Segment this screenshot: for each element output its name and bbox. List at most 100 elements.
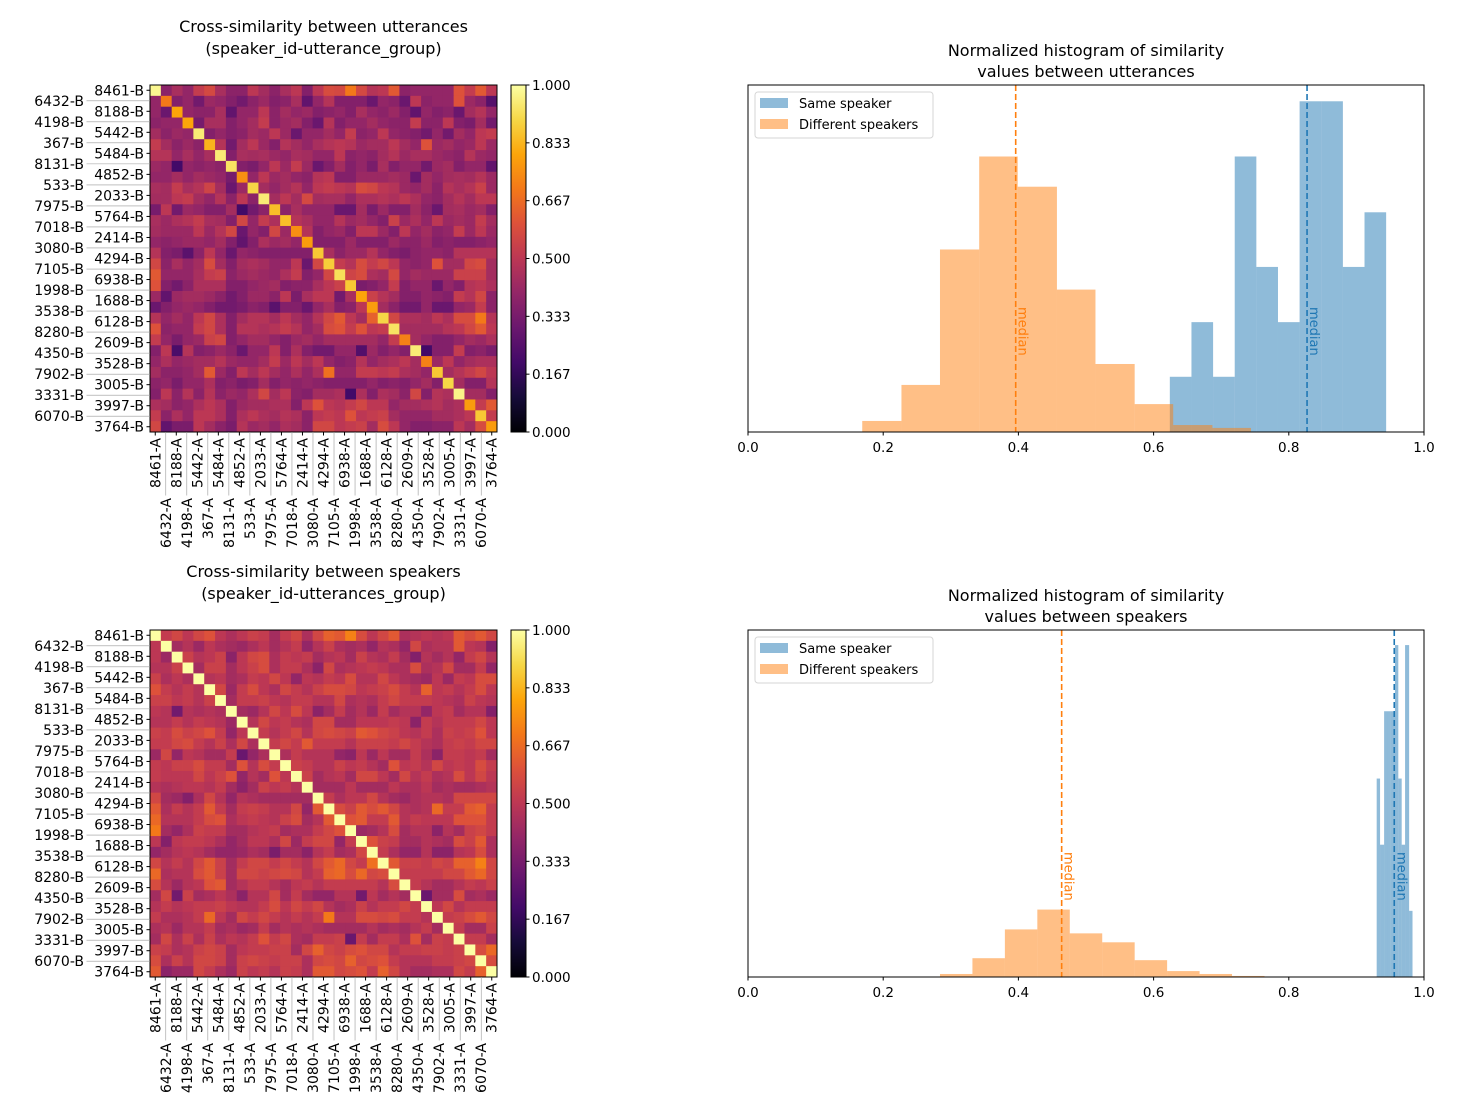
heatmap-cell <box>323 673 335 685</box>
heatmap-cell <box>442 106 455 118</box>
heatmap-cell <box>312 890 324 902</box>
y-tick-label: 3005-B <box>94 378 144 394</box>
heatmap-cell <box>399 139 411 151</box>
y-tick-label: 7105-B <box>34 262 84 278</box>
heatmap-cell <box>225 695 238 707</box>
colorbar-tick-label: 0.667 <box>532 739 571 755</box>
heatmap-cell <box>334 868 346 880</box>
y-tick-label: 8188-B <box>94 104 144 120</box>
heatmap-cell <box>442 291 455 303</box>
heatmap-cell <box>464 640 476 653</box>
heatmap-cell <box>160 640 173 653</box>
heatmap-cell <box>193 150 205 162</box>
heatmap-cell <box>345 836 357 848</box>
heatmap-cell <box>464 662 476 674</box>
heatmap-cell <box>290 651 303 663</box>
x-tick-label: 6938-A <box>338 438 354 488</box>
heatmap-cell <box>486 204 498 216</box>
heatmap-cell <box>464 356 476 368</box>
heatmap-cell <box>258 868 270 880</box>
heatmap-cell <box>366 640 379 653</box>
heatmap-cell <box>345 890 357 902</box>
heatmap-cell <box>204 901 216 913</box>
heatmap-cell <box>453 356 465 368</box>
heatmap-cell <box>193 738 205 750</box>
heatmap-cell <box>150 117 162 129</box>
heatmap-cell <box>356 640 368 653</box>
heatmap-cell <box>410 421 422 433</box>
heatmap-cell <box>301 814 314 826</box>
chart-title: (speaker_id-utterances_group) <box>201 584 446 604</box>
heatmap-cell <box>269 204 281 216</box>
y-tick-label: 3528-B <box>94 357 144 373</box>
heatmap-cell <box>247 944 259 956</box>
heatmap-cell <box>160 182 173 194</box>
heatmap-cell <box>290 139 303 151</box>
heatmap-cell <box>290 662 303 674</box>
heatmap-cell <box>160 301 173 314</box>
heatmap-cell <box>334 770 346 783</box>
heatmap-cell <box>204 695 216 707</box>
heatmap-cell <box>160 836 173 848</box>
heatmap-cell <box>399 966 411 978</box>
heatmap-cell <box>410 388 422 400</box>
heatmap-cell <box>225 128 238 140</box>
heatmap-cell <box>204 944 216 956</box>
heatmap-cell <box>366 215 379 227</box>
heatmap-cell <box>356 128 368 140</box>
heatmap-cell <box>442 345 455 357</box>
heatmap-cell <box>269 673 281 685</box>
heatmap-cell <box>366 117 379 129</box>
heatmap-cell <box>410 760 422 772</box>
y-tick-label: 3538-B <box>34 304 84 320</box>
heatmap-cell <box>345 966 357 978</box>
heatmap-cell <box>236 662 248 674</box>
heatmap-cell <box>410 836 422 848</box>
heatmap-cell <box>431 911 444 924</box>
heatmap-cell <box>160 410 173 422</box>
heatmap-cell <box>388 911 400 924</box>
heatmap-cell <box>356 803 368 815</box>
heatmap-cell <box>345 139 357 151</box>
heatmap-cell <box>356 323 368 335</box>
heatmap-cell <box>225 770 238 783</box>
heatmap-cell <box>399 269 411 281</box>
heatmap-cell <box>410 640 422 653</box>
heatmap-cell <box>421 890 433 902</box>
y-tick-label: 3080-B <box>34 786 84 802</box>
heatmap-cell <box>475 738 487 750</box>
heatmap-cell <box>366 803 379 815</box>
heatmap-cell <box>356 922 368 935</box>
heatmap-cell <box>431 388 444 400</box>
heatmap-cell <box>247 803 259 815</box>
heatmap-cell <box>475 662 487 674</box>
heatmap-cell <box>475 640 487 653</box>
heatmap-cell <box>160 901 173 913</box>
heatmap-cell <box>345 630 357 642</box>
heatmap-cell <box>334 291 346 303</box>
heatmap-cell <box>475 280 487 292</box>
heatmap-cell <box>377 215 389 227</box>
heatmap-cell <box>258 312 270 324</box>
heatmap-cell <box>193 716 205 728</box>
heatmap-cell <box>410 301 422 314</box>
heatmap-cell <box>399 868 411 880</box>
heatmap-cell <box>247 399 259 411</box>
heatmap-cell <box>464 236 476 249</box>
heatmap-cell <box>215 150 227 162</box>
heatmap-cell <box>182 150 194 162</box>
heatmap-cell <box>453 738 465 750</box>
heatmap-cell <box>171 377 183 390</box>
heatmap-cell <box>150 911 162 924</box>
heatmap-cell <box>290 825 303 837</box>
heatmap-cell <box>247 128 259 140</box>
heatmap-cell <box>171 106 183 118</box>
heatmap-cell <box>171 334 183 346</box>
heatmap-cell <box>160 966 173 978</box>
heatmap-cell <box>258 193 270 205</box>
heatmap-cell <box>290 247 303 259</box>
heatmap-cell <box>225 95 238 108</box>
heatmap-cell <box>301 760 314 772</box>
heatmap-cell <box>193 857 205 869</box>
heatmap-cell <box>323 738 335 750</box>
